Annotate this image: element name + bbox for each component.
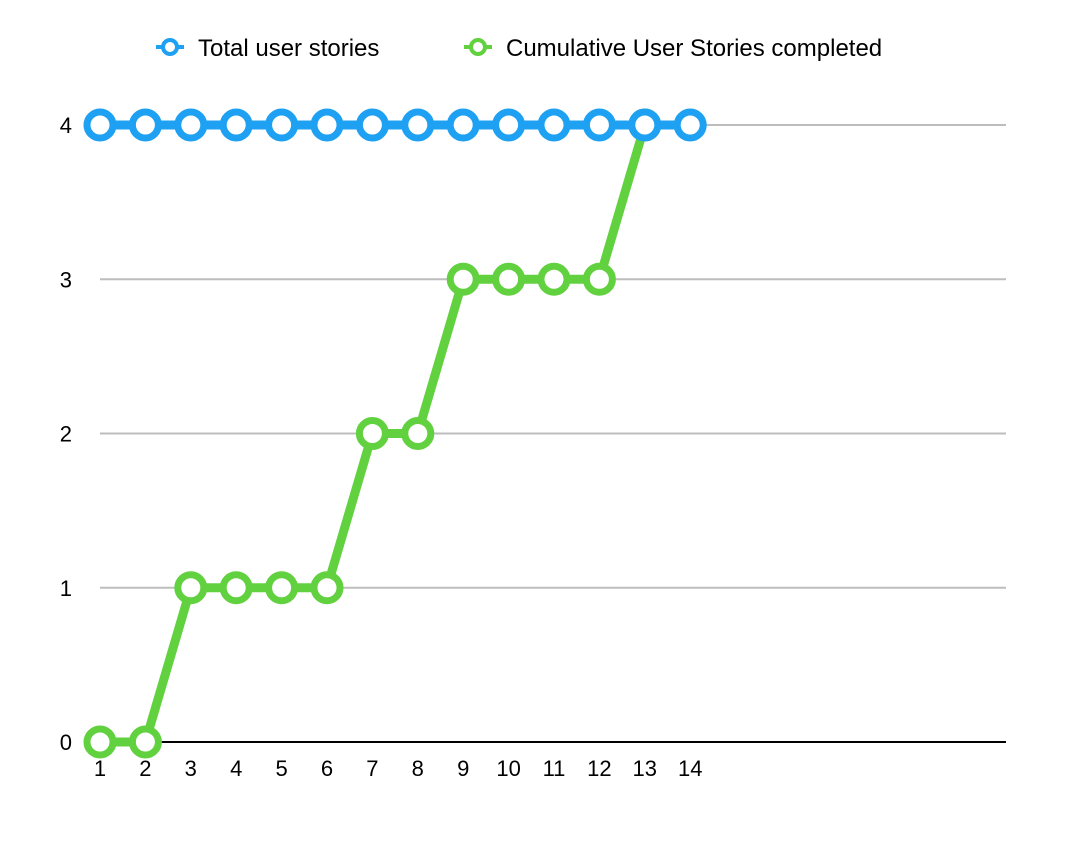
series-1-point	[446, 262, 480, 296]
series-1-point	[219, 571, 253, 605]
series-0-point	[83, 108, 117, 142]
series-1-point	[401, 417, 435, 450]
x-tick-label: 13	[633, 756, 657, 781]
x-tick-label: 6	[321, 756, 333, 781]
series-0-point	[128, 108, 162, 142]
series-0-point	[673, 108, 707, 142]
series-0-point	[265, 108, 299, 142]
series-0-point	[492, 108, 526, 142]
series-0-point	[174, 108, 208, 142]
x-tick-label: 10	[496, 756, 520, 781]
series-1-point	[492, 262, 526, 296]
legend-item: Total user stories	[156, 35, 379, 62]
x-tick-label: 5	[275, 756, 287, 781]
series-1-point	[537, 262, 571, 296]
series-0-point	[446, 108, 480, 142]
series-1-point	[582, 262, 616, 296]
y-tick-label: 2	[60, 422, 72, 447]
x-tick-label: 9	[457, 756, 469, 781]
series-0-point	[537, 108, 571, 142]
series-1-point	[128, 725, 162, 759]
legend-label: Cumulative User Stories completed	[506, 35, 882, 62]
series-0	[83, 108, 707, 142]
series-1-point	[265, 571, 299, 605]
legend-swatch-marker	[161, 38, 179, 56]
x-tick-label: 7	[366, 756, 378, 781]
legend: Total user stories Cumulative User Storie…	[156, 35, 882, 62]
y-tick-label: 4	[60, 113, 72, 138]
series-0-point	[628, 108, 662, 142]
x-tick-label: 1	[94, 756, 106, 781]
y-tick-label: 0	[60, 730, 72, 755]
series-0-point	[219, 108, 253, 142]
series-0-point	[355, 108, 389, 142]
y-tick-label: 1	[60, 576, 72, 601]
series	[83, 108, 707, 759]
series-0-point	[582, 108, 616, 142]
x-tick-label: 3	[185, 756, 197, 781]
x-tick-label: 2	[139, 756, 151, 781]
x-tick-label: 14	[678, 756, 702, 781]
series-1-point	[174, 571, 208, 605]
legend-item: Cumulative User Stories completed	[464, 35, 882, 62]
series-1-point	[310, 571, 344, 605]
y-tick-label: 3	[60, 267, 72, 292]
x-tick-label: 11	[543, 756, 566, 781]
x-tick-label: 4	[230, 756, 242, 781]
series-0-point	[401, 108, 435, 142]
series-1-point	[355, 417, 389, 450]
series-1-point	[83, 725, 117, 759]
gridlines	[100, 124, 1006, 589]
series-0-point	[310, 108, 344, 142]
x-tick-label: 8	[412, 756, 424, 781]
legend-label: Total user stories	[198, 35, 379, 62]
legend-swatch-marker	[469, 38, 487, 56]
x-tick-label: 12	[587, 756, 611, 781]
